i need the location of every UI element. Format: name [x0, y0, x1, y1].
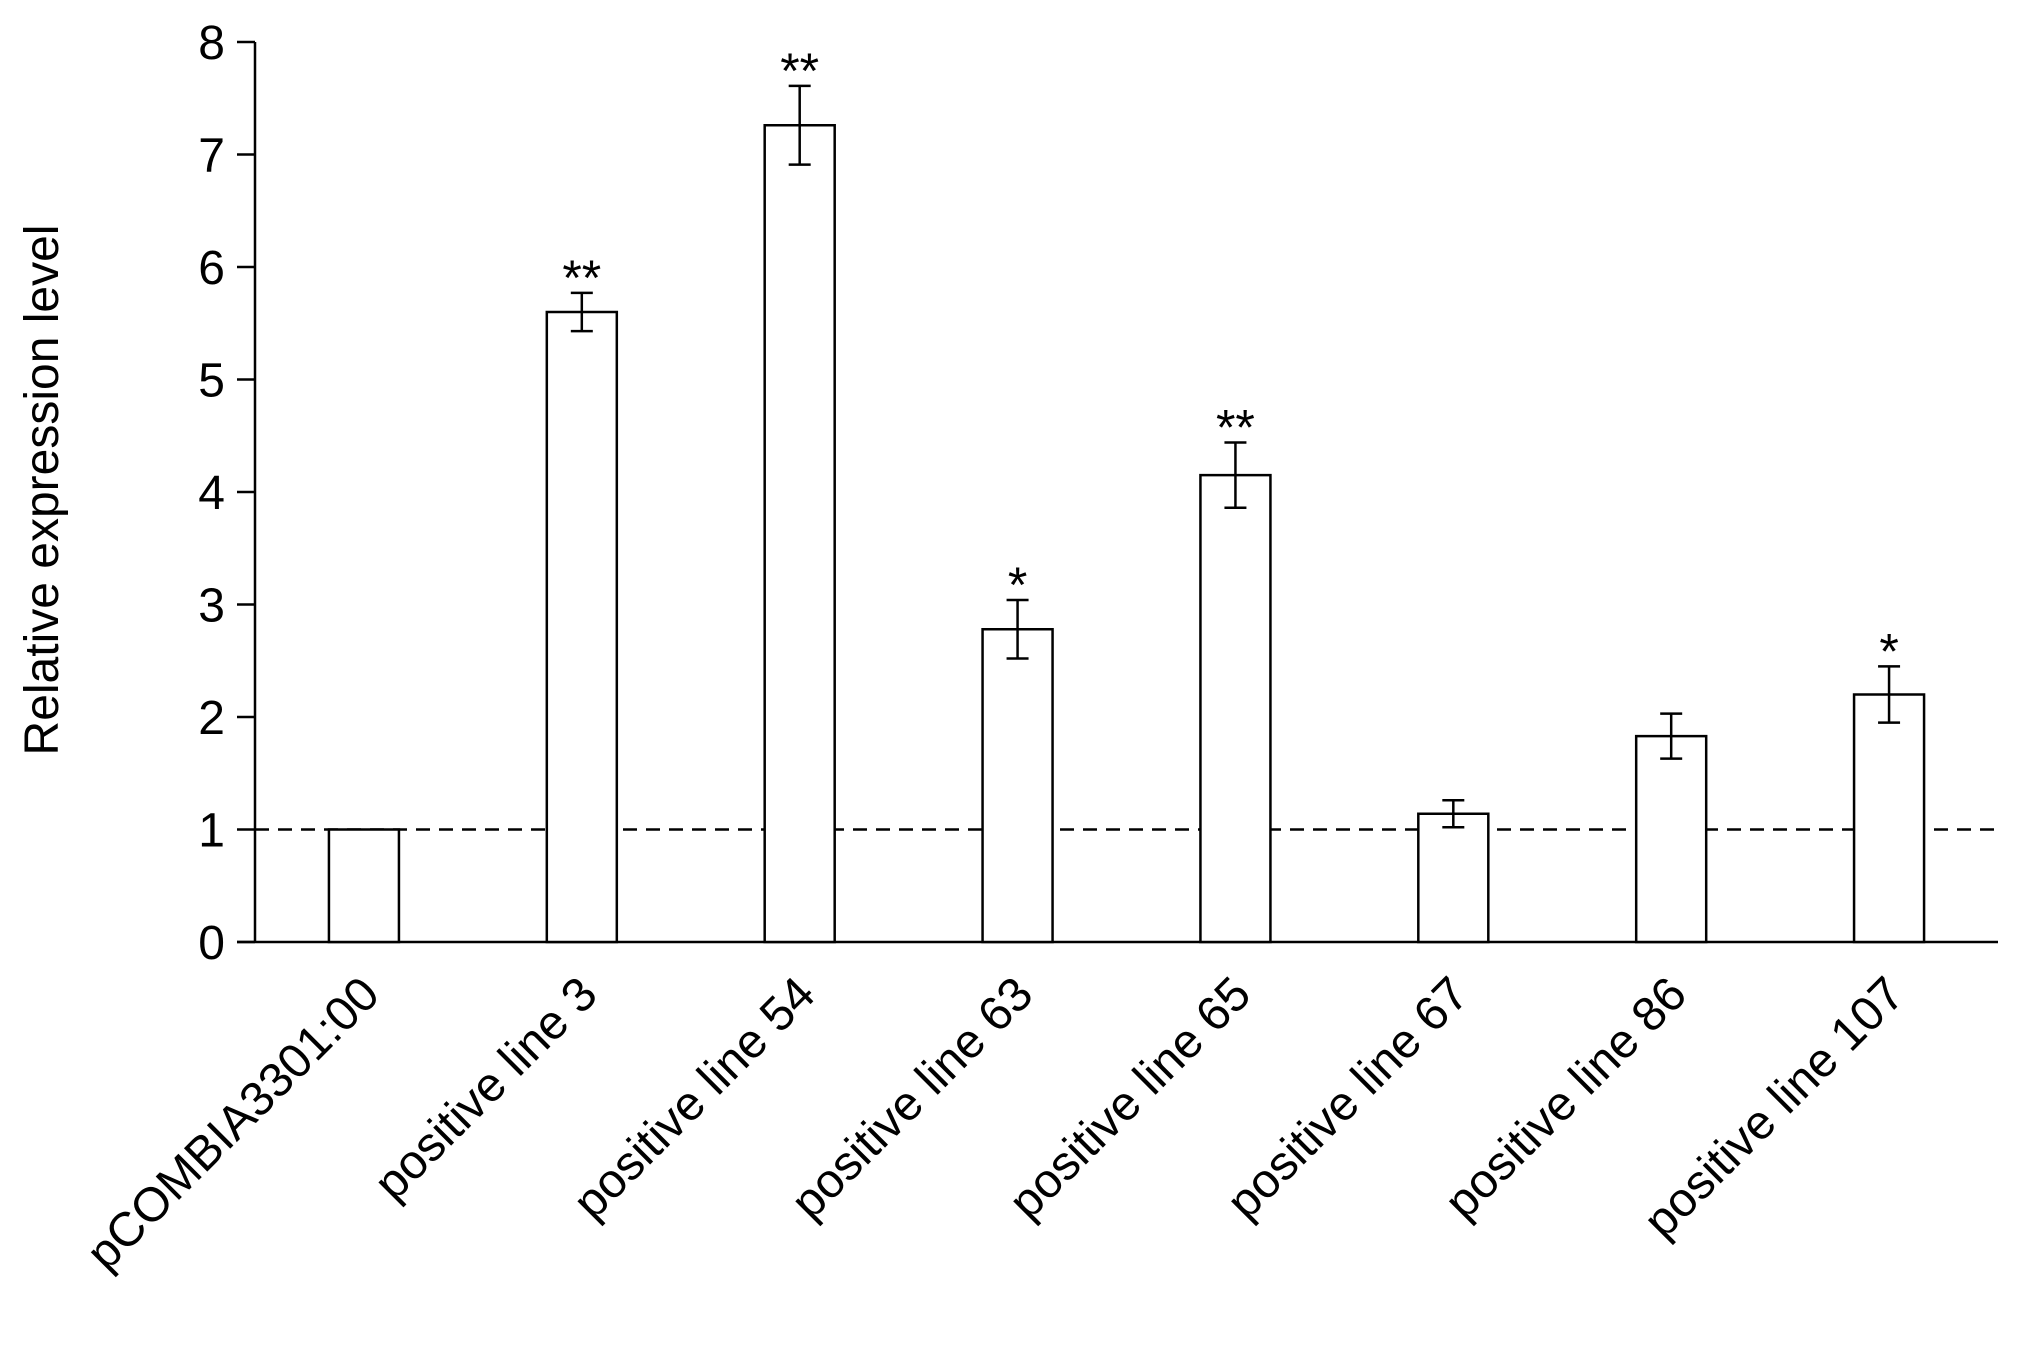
x-tick-label: positive line 3 — [364, 967, 607, 1210]
significance-label: ** — [562, 250, 601, 306]
y-axis-label: Relative expression level — [16, 225, 69, 756]
bar — [1199, 473, 1272, 944]
y-tick-label: 0 — [198, 917, 225, 970]
bar — [327, 828, 401, 944]
axes — [237, 40, 1998, 944]
significance-label: ** — [1216, 400, 1255, 456]
y-tick-labels: 0 1 2 3 4 5 6 7 8 — [198, 17, 225, 970]
y-tick-label: 8 — [198, 17, 225, 70]
bar — [1634, 734, 1708, 944]
y-tick-label: 3 — [198, 580, 225, 633]
bar — [763, 124, 836, 944]
significance-marks: ******** — [562, 43, 1898, 680]
y-tick-label: 7 — [198, 130, 225, 183]
bars — [327, 124, 1926, 944]
x-tick-label: pCOMBIA3301:00 — [77, 967, 390, 1280]
y-tick-label: 2 — [198, 692, 225, 745]
bar — [1417, 812, 1490, 944]
bar — [545, 310, 619, 944]
bar — [981, 628, 1054, 944]
y-tick-label: 6 — [198, 242, 225, 295]
significance-label: * — [1008, 557, 1027, 613]
bar — [1852, 693, 1926, 944]
y-tick-label: 5 — [198, 355, 225, 408]
error-bars — [570, 84, 1901, 829]
significance-label: ** — [780, 43, 819, 99]
y-tick-label: 4 — [198, 467, 225, 520]
significance-label: * — [1879, 623, 1898, 679]
y-tick-label: 1 — [198, 805, 225, 858]
